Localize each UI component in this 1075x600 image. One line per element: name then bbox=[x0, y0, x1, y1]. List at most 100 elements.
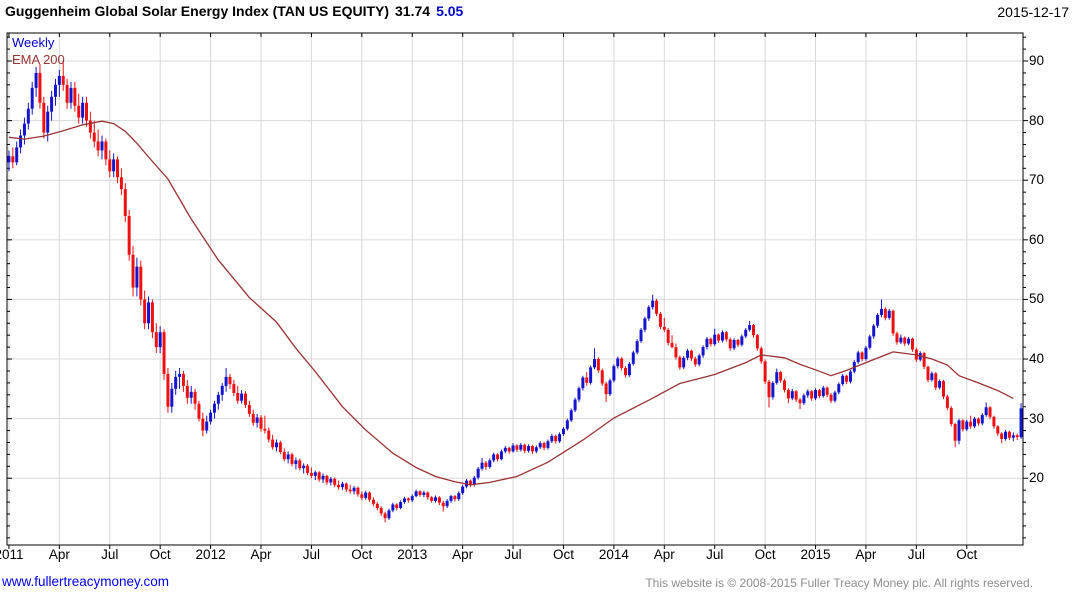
candle-body-up bbox=[387, 510, 391, 519]
candle-body-down bbox=[926, 366, 930, 380]
candle-body-up bbox=[856, 352, 860, 363]
candle-body-up bbox=[643, 318, 647, 330]
y-axis-label: 90 bbox=[1029, 53, 1045, 68]
candle-body-up bbox=[887, 310, 891, 318]
candle-body-up bbox=[841, 375, 845, 385]
candle-body-down bbox=[755, 335, 759, 349]
candle-body-down bbox=[426, 492, 430, 498]
candle-body-down bbox=[131, 254, 135, 288]
candle-body-down bbox=[42, 102, 46, 133]
candle-body-up bbox=[240, 393, 244, 401]
candle-body-down bbox=[309, 472, 313, 476]
candle-body-down bbox=[166, 373, 170, 407]
candle-body-up bbox=[472, 477, 476, 485]
candle-body-up bbox=[879, 308, 883, 315]
candle-body-up bbox=[561, 428, 565, 435]
candle-body-up bbox=[340, 483, 344, 488]
price-change: 5.05 bbox=[436, 3, 464, 19]
x-axis-label: Apr bbox=[48, 547, 70, 562]
candle-body-up bbox=[748, 325, 752, 330]
candle-body-up bbox=[864, 347, 868, 360]
candle-body-down bbox=[604, 383, 608, 395]
candle-body-up bbox=[449, 496, 453, 501]
candle-body-up bbox=[302, 465, 306, 469]
candle-body-down bbox=[817, 390, 821, 396]
candle-body-up bbox=[457, 493, 461, 500]
candle-body-down bbox=[860, 352, 864, 360]
candle-body-down bbox=[507, 447, 511, 452]
candle-body-up bbox=[938, 381, 942, 388]
candle-body-up bbox=[15, 147, 19, 163]
y-axis-label: 70 bbox=[1029, 172, 1045, 188]
candle-body-down bbox=[674, 347, 678, 358]
candle-body-up bbox=[480, 462, 484, 469]
candle-body-down bbox=[1000, 433, 1004, 439]
candle-body-down bbox=[282, 452, 286, 460]
candle-body-up bbox=[1019, 408, 1023, 438]
candle-body-up bbox=[402, 498, 406, 503]
candle-body-down bbox=[961, 420, 965, 430]
candle-body-up bbox=[329, 478, 333, 483]
candle-body-up bbox=[639, 329, 643, 342]
candle-body-up bbox=[7, 156, 11, 163]
candle-body-up bbox=[720, 332, 724, 341]
candle-body-down bbox=[395, 504, 399, 509]
candle-body-up bbox=[705, 338, 709, 348]
candle-body-down bbox=[278, 442, 282, 453]
candle-body-up bbox=[907, 338, 911, 344]
candle-body-up bbox=[53, 84, 57, 97]
candle-body-down bbox=[515, 445, 519, 450]
candle-body-up bbox=[744, 329, 748, 337]
candle-body-down bbox=[259, 417, 263, 429]
x-axis-label: Oct bbox=[956, 547, 978, 562]
candle-body-up bbox=[205, 421, 209, 431]
candle-body-up bbox=[592, 359, 596, 368]
candle-body-up bbox=[848, 371, 852, 382]
candle-body-up bbox=[627, 363, 631, 376]
candle-body-down bbox=[662, 326, 666, 330]
candle-body-down bbox=[1007, 431, 1011, 438]
candle-body-down bbox=[251, 413, 255, 423]
x-axis-label: Jul bbox=[302, 547, 321, 562]
candle-body-up bbox=[100, 141, 104, 151]
candle-body-up bbox=[275, 442, 279, 448]
candle-body-down bbox=[127, 215, 131, 255]
candle-body-down bbox=[263, 428, 267, 431]
candle-body-up bbox=[112, 159, 116, 172]
candle-body-down bbox=[185, 385, 189, 398]
candle-body-up bbox=[492, 454, 496, 461]
candle-body-down bbox=[666, 329, 670, 343]
candle-body-down bbox=[845, 375, 849, 382]
candle-body-up bbox=[984, 407, 988, 416]
candle-body-up bbox=[170, 388, 174, 407]
candle-body-down bbox=[751, 325, 755, 336]
candle-body-up bbox=[682, 357, 686, 368]
candle-body-down bbox=[123, 189, 127, 216]
candle-body-up bbox=[414, 491, 418, 497]
candle-body-down bbox=[453, 496, 457, 500]
candle-body-down bbox=[922, 353, 926, 367]
candle-body-down bbox=[344, 483, 348, 490]
candle-body-up bbox=[286, 454, 290, 460]
x-axis-label: Oct bbox=[351, 547, 373, 562]
candle-body-down bbox=[325, 475, 329, 483]
candle-body-up bbox=[220, 385, 224, 395]
candle-body-up bbox=[957, 420, 961, 441]
candle-body-down bbox=[77, 105, 81, 118]
frequency-label: Weekly bbox=[12, 35, 55, 50]
candle-body-up bbox=[616, 358, 620, 367]
candle-body-up bbox=[930, 373, 934, 380]
candle-body-up bbox=[50, 96, 54, 112]
candle-body-up bbox=[790, 391, 794, 399]
candle-body-down bbox=[162, 332, 166, 374]
candle-body-down bbox=[763, 361, 767, 382]
candle-body-up bbox=[775, 372, 779, 383]
candle-body-up bbox=[321, 475, 325, 480]
website-link[interactable]: www.fullertreacymoney.com bbox=[2, 574, 170, 589]
candle-body-up bbox=[147, 302, 151, 324]
candle-body-down bbox=[496, 454, 500, 460]
candle-body-down bbox=[945, 396, 949, 408]
x-axis-label: 2014 bbox=[598, 547, 629, 562]
candle-body-down bbox=[783, 380, 787, 391]
